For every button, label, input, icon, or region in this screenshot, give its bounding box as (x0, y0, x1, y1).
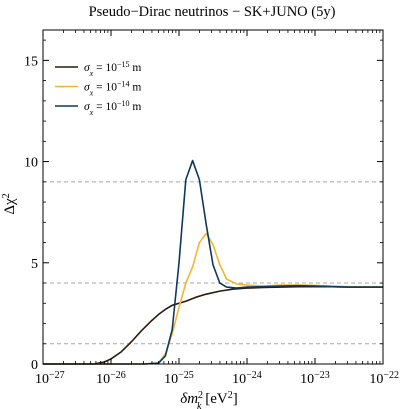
x-tick-label: 10−27 (35, 370, 65, 388)
y-tick-label: 15 (24, 54, 38, 69)
legend: σx = 10−15 mσx = 10−14 m σx = 10−10 m (55, 60, 141, 117)
series-line-1 (43, 232, 383, 365)
y-axis-label: Δχ2 (1, 193, 19, 214)
legend-label: σx = 10−15 m (84, 60, 141, 78)
series-line-2 (43, 159, 383, 365)
plot-frame (42, 29, 384, 365)
reference-lines (43, 181, 383, 345)
chart-title: Pseudo−Dirac neutrinos − SK+JUNO (5y) (89, 4, 336, 20)
series-lines (43, 159, 383, 365)
y-tick-label: 10 (24, 156, 38, 171)
y-tick-label: 5 (31, 257, 38, 272)
x-tick-label: 10−26 (96, 370, 126, 388)
legend-label: σx = 10−14 m (84, 79, 141, 97)
x-tick-label: 10−25 (164, 370, 194, 388)
y-tick-label: 0 (31, 358, 38, 373)
legend-label: σx = 10−10 m (84, 99, 141, 117)
series-line-0 (43, 285, 383, 365)
y-axis-ticks: 0 5 10 15 (24, 39, 383, 373)
x-axis-label: δm2 k [eV2] (180, 390, 238, 409)
x-axis-ticks: 10−27 10−26 10−25 10−24 10−23 10−22 (35, 30, 399, 387)
x-tick-label: 10−24 (232, 370, 262, 388)
x-tick-label: 10−22 (369, 370, 399, 388)
x-tick-label: 10−23 (300, 370, 330, 388)
